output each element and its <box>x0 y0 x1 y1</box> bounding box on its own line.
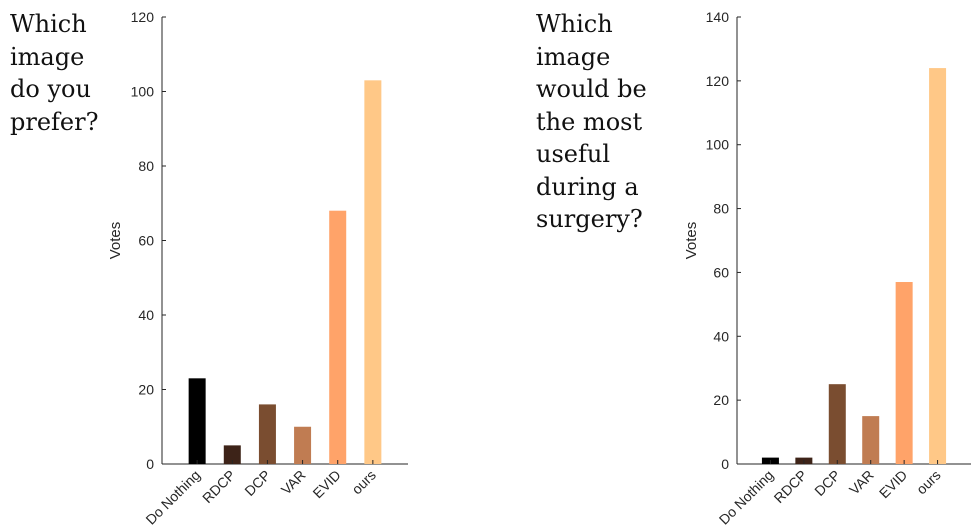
x-tick-label: EVID <box>876 467 910 501</box>
bar-var <box>862 416 880 464</box>
bar-dcp <box>828 384 846 464</box>
y-tick-label: 80 <box>713 201 729 217</box>
x-tick-label: Do Nothing <box>716 467 777 528</box>
bar-evid <box>329 210 347 464</box>
x-tick-label: ours <box>913 467 944 498</box>
x-tick-label: RDCP <box>771 467 810 506</box>
y-tick-label: 120 <box>706 73 730 89</box>
y-tick-label: 0 <box>146 456 154 472</box>
y-tick-label: 0 <box>721 456 729 472</box>
bar-var <box>294 426 312 464</box>
bar-do-nothing <box>188 378 206 464</box>
y-tick-label: 140 <box>706 9 730 25</box>
question-right: Which image would be the most useful dur… <box>536 10 647 233</box>
bar-rdcp <box>223 445 241 464</box>
y-tick-label: 60 <box>138 233 154 249</box>
question-left: Which image do you prefer? <box>10 10 99 136</box>
y-tick-label: 20 <box>713 392 729 408</box>
x-tick-label: VAR <box>846 467 877 498</box>
y-tick-label: 80 <box>138 158 154 174</box>
bar-evid <box>895 282 913 464</box>
y-axis-label: Votes <box>683 222 700 260</box>
y-tick-label: 20 <box>138 382 154 398</box>
y-tick-label: 100 <box>131 84 155 100</box>
bar-dcp <box>258 404 276 464</box>
y-axis-label: Votes <box>107 222 124 260</box>
y-tick-label: 120 <box>131 9 155 25</box>
y-tick-label: 100 <box>706 137 730 153</box>
y-tick-label: 40 <box>138 307 154 323</box>
bar-ours <box>364 80 382 464</box>
y-tick-label: 40 <box>713 328 729 344</box>
x-tick-label: DCP <box>811 467 843 499</box>
bar-ours <box>929 68 947 464</box>
y-tick-label: 60 <box>713 264 729 280</box>
